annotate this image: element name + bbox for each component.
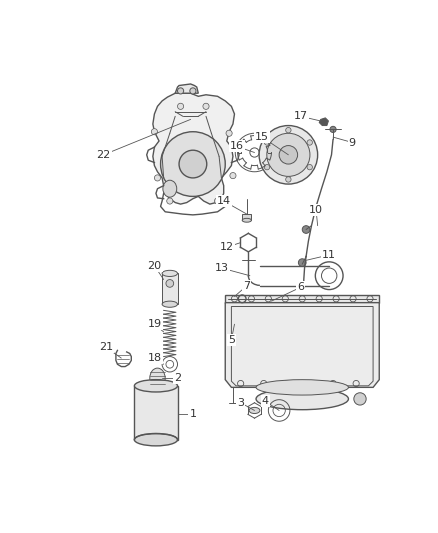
Bar <box>242 214 251 220</box>
Circle shape <box>286 177 291 182</box>
Circle shape <box>215 198 221 204</box>
Text: 10: 10 <box>309 205 323 215</box>
Ellipse shape <box>256 379 349 395</box>
Text: 13: 13 <box>214 263 228 273</box>
Text: 19: 19 <box>147 319 162 329</box>
Circle shape <box>177 103 184 109</box>
Circle shape <box>259 126 318 184</box>
Polygon shape <box>319 118 328 126</box>
Ellipse shape <box>249 407 260 414</box>
Ellipse shape <box>134 379 177 392</box>
Text: 3: 3 <box>237 398 244 408</box>
Text: 21: 21 <box>99 342 113 352</box>
Text: 1: 1 <box>189 409 196 419</box>
Circle shape <box>230 173 236 179</box>
Ellipse shape <box>162 270 177 277</box>
Ellipse shape <box>163 180 177 197</box>
Ellipse shape <box>134 433 177 446</box>
Text: 4: 4 <box>262 396 269 406</box>
Circle shape <box>155 175 161 181</box>
Text: 17: 17 <box>293 111 308 122</box>
Text: 11: 11 <box>322 250 336 260</box>
Text: 18: 18 <box>147 353 162 363</box>
Circle shape <box>267 133 310 176</box>
Polygon shape <box>153 93 234 204</box>
Polygon shape <box>225 303 379 387</box>
Text: 6: 6 <box>297 282 304 292</box>
Text: 5: 5 <box>228 335 235 345</box>
Circle shape <box>179 150 207 178</box>
Ellipse shape <box>242 219 251 222</box>
Ellipse shape <box>162 301 177 308</box>
Circle shape <box>161 132 225 196</box>
Circle shape <box>265 140 270 145</box>
Bar <box>162 273 177 304</box>
Circle shape <box>279 146 298 164</box>
Circle shape <box>330 126 336 133</box>
Text: 9: 9 <box>349 138 356 148</box>
Circle shape <box>302 225 310 233</box>
Text: 16: 16 <box>230 141 244 151</box>
Text: 7: 7 <box>243 281 251 290</box>
Circle shape <box>166 280 173 287</box>
Circle shape <box>265 165 270 170</box>
Circle shape <box>167 198 173 204</box>
Circle shape <box>307 140 312 145</box>
FancyBboxPatch shape <box>225 295 379 303</box>
Text: 2: 2 <box>174 373 181 383</box>
Text: 22: 22 <box>96 150 111 160</box>
Ellipse shape <box>150 368 165 388</box>
Circle shape <box>151 128 158 135</box>
Text: 15: 15 <box>255 132 269 142</box>
Text: 20: 20 <box>147 261 162 271</box>
Text: 12: 12 <box>220 242 234 252</box>
Polygon shape <box>175 84 198 93</box>
Circle shape <box>286 127 291 133</box>
Circle shape <box>226 130 232 136</box>
Circle shape <box>307 165 312 170</box>
Text: 14: 14 <box>217 196 231 206</box>
Circle shape <box>298 259 306 266</box>
Circle shape <box>177 88 184 94</box>
Circle shape <box>354 393 366 405</box>
Circle shape <box>190 88 196 94</box>
Ellipse shape <box>256 388 349 410</box>
Bar <box>134 386 177 440</box>
Circle shape <box>203 103 209 109</box>
